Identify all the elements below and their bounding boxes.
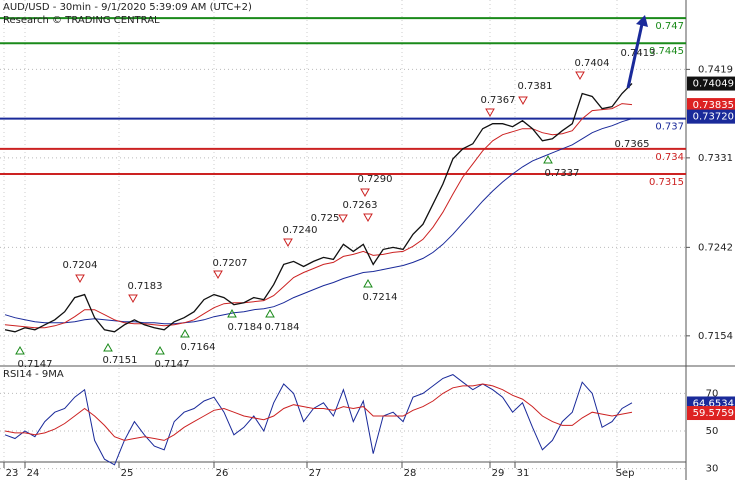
price-annotation: 0.7147 xyxy=(155,359,190,370)
high-marker xyxy=(363,213,373,223)
level-label: 0.7315 xyxy=(649,177,684,188)
low-marker xyxy=(363,278,373,288)
low-marker xyxy=(180,328,190,338)
rsi-line xyxy=(4,374,633,466)
price-annotation: 0.7214 xyxy=(363,292,398,303)
x-tick-label: 31 xyxy=(517,468,530,479)
level-label: 0.7445 xyxy=(649,46,684,57)
price-box-label: 0.73835 xyxy=(693,100,734,111)
price-box-label: 59.5759 xyxy=(693,408,734,419)
price-annotation: 0.7263 xyxy=(343,200,378,211)
price-annotation: 0.7184 xyxy=(228,322,263,333)
rsi-tick-label: 30 xyxy=(706,464,719,475)
high-marker xyxy=(213,270,223,280)
price-annotation: 0.725 xyxy=(311,213,340,224)
low-marker xyxy=(227,308,237,318)
low-marker xyxy=(543,154,553,164)
chart-subtitle: Research © TRADING CENTRAL xyxy=(3,15,160,26)
price-box-label: 64.6534 xyxy=(693,398,734,409)
low-marker xyxy=(15,345,25,355)
y-tick-label: 0.7154 xyxy=(698,331,733,342)
price-box xyxy=(687,406,735,421)
price-annotation: 0.7147 xyxy=(18,359,53,370)
x-tick-label: Sep xyxy=(616,468,635,479)
x-tick-label: 29 xyxy=(492,468,505,479)
price-annotation: 0.7240 xyxy=(283,225,318,236)
x-tick-label: 26 xyxy=(216,468,229,479)
high-marker xyxy=(518,96,528,106)
price-annotation: 0.7207 xyxy=(213,258,248,269)
high-marker xyxy=(75,274,85,284)
x-tick-label: 24 xyxy=(27,468,40,479)
price-box xyxy=(687,109,735,124)
price-box-label: 0.74049 xyxy=(693,79,734,90)
price-annotation: 0.7290 xyxy=(358,174,393,185)
price-annotation: 0.7151 xyxy=(103,355,138,366)
price-annotation: 0.7183 xyxy=(128,281,163,292)
x-tick-label: 28 xyxy=(404,468,417,479)
price-box-label: 0.73720 xyxy=(693,112,734,123)
chart-title: AUD/USD - 30min - 9/1/2020 5:39:09 AM (U… xyxy=(3,2,252,13)
low-marker xyxy=(103,342,113,352)
high-marker xyxy=(283,238,293,248)
y-tick-label: 0.7419 xyxy=(698,64,733,75)
level-label: 0.734 xyxy=(655,152,684,163)
y-tick-label: 0.7242 xyxy=(698,242,733,253)
moving-average xyxy=(4,118,633,325)
price-annotation: 0.7204 xyxy=(63,260,98,271)
high-marker xyxy=(485,108,495,118)
price-annotation: 0.7413 xyxy=(621,48,656,59)
price-line xyxy=(4,83,633,333)
x-tick-label: 23 xyxy=(6,468,19,479)
low-marker xyxy=(265,308,275,318)
rsi-ma-line xyxy=(4,383,633,441)
price-annotation: 0.7337 xyxy=(545,168,580,179)
price-annotation: 0.7164 xyxy=(181,342,216,353)
rsi-tick-label: 50 xyxy=(706,426,719,437)
low-marker xyxy=(155,345,165,355)
high-marker xyxy=(338,214,348,224)
price-annotation: 0.7381 xyxy=(518,81,553,92)
price-annotation: 0.7404 xyxy=(575,58,610,69)
level-label: 0.737 xyxy=(655,122,684,133)
forecast-arrow-head xyxy=(636,15,648,27)
level-label: 0.747 xyxy=(655,21,684,32)
price-annotation: 0.7367 xyxy=(481,95,516,106)
price-box xyxy=(687,76,735,91)
price-box xyxy=(687,98,735,113)
high-marker xyxy=(128,294,138,304)
rsi-title: RSI14 - 9MA xyxy=(3,369,64,380)
moving-average xyxy=(4,103,633,329)
price-annotation: 0.7184 xyxy=(265,322,300,333)
high-marker xyxy=(360,188,370,198)
x-tick-label: 27 xyxy=(309,468,322,479)
rsi-tick-label: 70 xyxy=(706,388,719,399)
high-marker xyxy=(575,71,585,81)
y-tick-label: 0.7331 xyxy=(698,153,733,164)
forecast-arrow xyxy=(626,23,644,89)
price-annotation: 0.7365 xyxy=(615,139,650,150)
x-tick-label: 25 xyxy=(121,468,134,479)
